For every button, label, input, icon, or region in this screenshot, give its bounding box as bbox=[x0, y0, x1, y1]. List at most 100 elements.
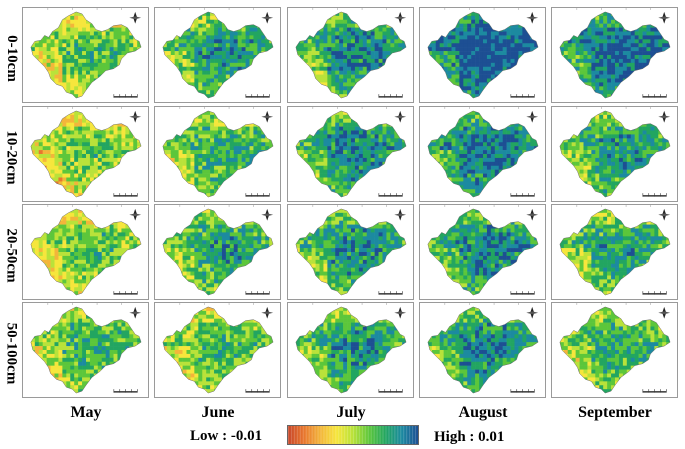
map-panel-20-50cm-may bbox=[22, 204, 149, 300]
region-outline bbox=[30, 306, 142, 394]
map-canvas bbox=[559, 8, 671, 99]
north-arrow-icon bbox=[526, 110, 539, 123]
soil-moisture-raster bbox=[559, 11, 671, 99]
map-canvas bbox=[162, 205, 274, 296]
col-label-june: June bbox=[201, 404, 235, 421]
map-canvas bbox=[427, 8, 539, 99]
legend-colorbar bbox=[287, 425, 419, 445]
col-label-may: May bbox=[70, 404, 102, 421]
region-outline bbox=[30, 208, 142, 296]
row-label-10-20cm: 10-20cm bbox=[0, 107, 22, 207]
map-canvas bbox=[427, 107, 539, 198]
north-arrow-icon bbox=[526, 306, 539, 319]
soil-moisture-raster bbox=[30, 110, 142, 198]
north-arrow-icon bbox=[658, 11, 671, 24]
region-outline bbox=[295, 110, 407, 198]
region-outline bbox=[162, 110, 274, 198]
north-arrow-icon bbox=[394, 306, 407, 319]
map-panel-20-50cm-august bbox=[419, 204, 546, 300]
col-label-september: September bbox=[578, 404, 652, 421]
soil-moisture-raster bbox=[427, 110, 539, 198]
map-canvas bbox=[427, 303, 539, 394]
map-canvas bbox=[295, 8, 407, 99]
soil-moisture-raster bbox=[162, 208, 274, 296]
region-outline bbox=[559, 306, 671, 394]
row-label-0-10cm: 0-10cm bbox=[0, 8, 22, 108]
north-arrow-icon bbox=[658, 306, 671, 319]
map-panel-0-10cm-september bbox=[551, 7, 678, 103]
soil-moisture-raster bbox=[30, 11, 142, 99]
scale-bar-icon bbox=[113, 291, 138, 295]
scale-bar-icon bbox=[378, 389, 403, 393]
soil-moisture-raster bbox=[162, 306, 274, 394]
soil-moisture-raster bbox=[295, 110, 407, 198]
soil-moisture-raster bbox=[427, 208, 539, 296]
scale-bar-icon bbox=[510, 291, 535, 295]
map-panel-10-20cm-september bbox=[551, 106, 678, 202]
scale-bar-icon bbox=[245, 193, 270, 197]
north-arrow-icon bbox=[129, 11, 142, 24]
map-canvas bbox=[30, 303, 142, 394]
colorbar-gradient bbox=[288, 426, 418, 444]
row-label-text: 10-20cm bbox=[3, 129, 20, 185]
scale-bar-icon bbox=[113, 193, 138, 197]
north-arrow-icon bbox=[129, 306, 142, 319]
soil-moisture-raster bbox=[559, 110, 671, 198]
map-canvas bbox=[295, 107, 407, 198]
scale-bar-icon bbox=[510, 94, 535, 98]
map-canvas bbox=[427, 205, 539, 296]
map-panel-50-100cm-august bbox=[419, 302, 546, 398]
scale-bar-icon bbox=[245, 291, 270, 295]
north-arrow-icon bbox=[129, 208, 142, 221]
map-panel-0-10cm-may bbox=[22, 7, 149, 103]
map-canvas bbox=[295, 303, 407, 394]
north-arrow-icon bbox=[261, 306, 274, 319]
map-panel-10-20cm-august bbox=[419, 106, 546, 202]
soil-moisture-raster bbox=[162, 11, 274, 99]
soil-moisture-raster bbox=[30, 208, 142, 296]
map-panel-0-10cm-june bbox=[154, 7, 281, 103]
north-arrow-icon bbox=[658, 208, 671, 221]
region-outline bbox=[427, 11, 539, 99]
soil-moisture-raster bbox=[162, 110, 274, 198]
map-canvas bbox=[30, 205, 142, 296]
region-outline bbox=[30, 110, 142, 198]
map-panel-0-10cm-august bbox=[419, 7, 546, 103]
soil-moisture-raster bbox=[30, 306, 142, 394]
legend-low-label: Low : -0.01 bbox=[190, 428, 263, 444]
colorbar-fill bbox=[288, 426, 418, 444]
row-label-text: 0-10cm bbox=[3, 34, 20, 82]
map-panel-20-50cm-june bbox=[154, 204, 281, 300]
scale-bar-icon bbox=[378, 193, 403, 197]
row-label-50-100cm: 50-100cm bbox=[0, 303, 22, 403]
soil-moisture-raster bbox=[295, 11, 407, 99]
north-arrow-icon bbox=[526, 208, 539, 221]
scale-bar-icon bbox=[245, 94, 270, 98]
north-arrow-icon bbox=[261, 11, 274, 24]
map-panel-50-100cm-july bbox=[287, 302, 414, 398]
row-label-text: 50-100cm bbox=[3, 322, 20, 384]
north-arrow-icon bbox=[261, 110, 274, 123]
legend-high-label: High : 0.01 bbox=[434, 429, 505, 445]
region-outline bbox=[427, 306, 539, 394]
region-outline bbox=[162, 306, 274, 394]
region-outline bbox=[559, 110, 671, 198]
region-outline bbox=[427, 208, 539, 296]
map-panel-20-50cm-september bbox=[551, 204, 678, 300]
map-panel-10-20cm-may bbox=[22, 106, 149, 202]
row-label-text: 20-50cm bbox=[3, 227, 20, 283]
north-arrow-icon bbox=[261, 208, 274, 221]
map-panel-0-10cm-july bbox=[287, 7, 414, 103]
map-canvas bbox=[162, 8, 274, 99]
scale-bar-icon bbox=[510, 389, 535, 393]
north-arrow-icon bbox=[658, 110, 671, 123]
region-outline bbox=[295, 208, 407, 296]
region-outline bbox=[30, 11, 142, 99]
scale-bar-icon bbox=[642, 291, 667, 295]
map-panel-10-20cm-july bbox=[287, 106, 414, 202]
map-canvas bbox=[30, 8, 142, 99]
north-arrow-icon bbox=[394, 11, 407, 24]
north-arrow-icon bbox=[129, 110, 142, 123]
map-panel-50-100cm-may bbox=[22, 302, 149, 398]
soil-moisture-raster bbox=[295, 306, 407, 394]
